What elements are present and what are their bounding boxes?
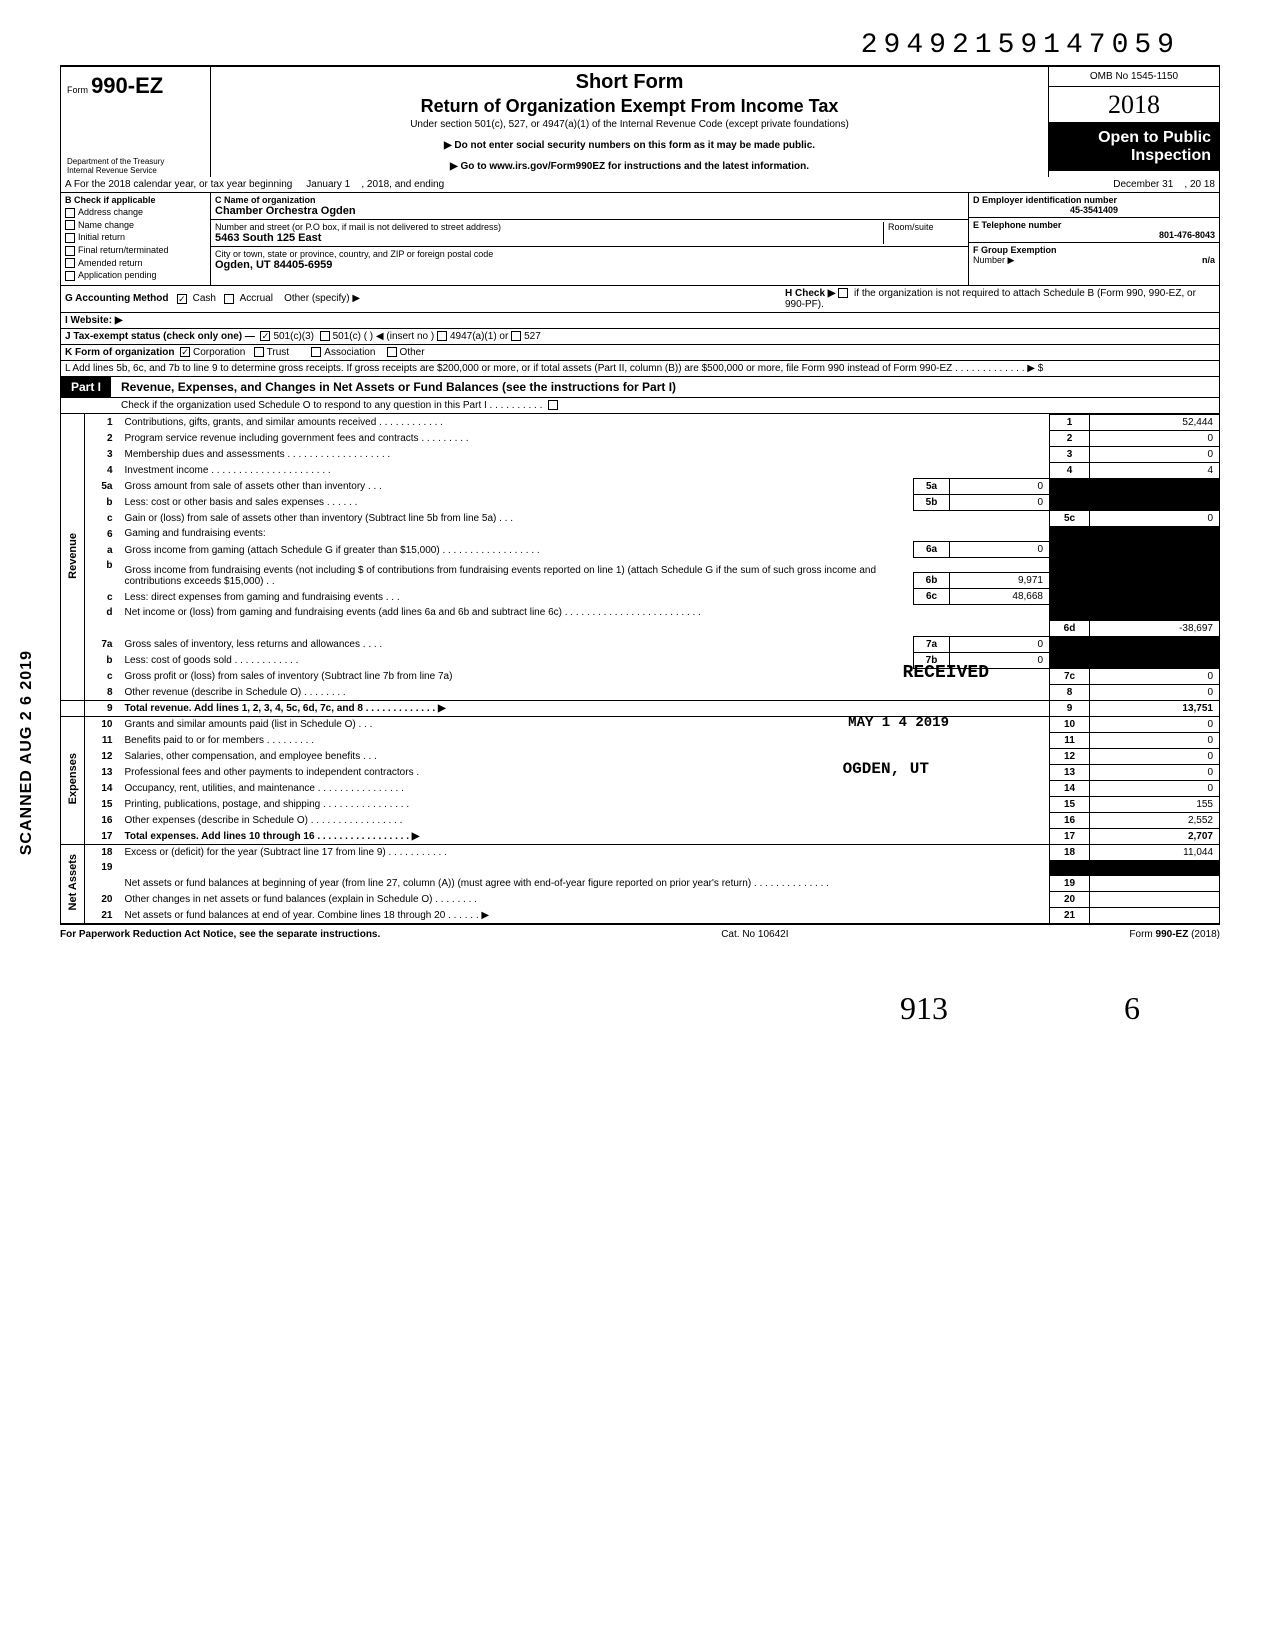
f-label2: Number ▶ <box>973 255 1014 265</box>
side-netassets: Net Assets <box>67 854 79 910</box>
f-label: F Group Exemption <box>973 245 1057 255</box>
g-label: G Accounting Method <box>65 293 169 304</box>
footer-mid: Cat. No 10642I <box>721 929 788 940</box>
phone: 801-476-8043 <box>973 230 1215 240</box>
received-date: MAY 1 4 2019 <box>848 715 949 731</box>
org-street: 5463 South 125 East <box>215 232 321 244</box>
e-label: E Telephone number <box>973 220 1061 230</box>
dept-line-1: Department of the Treasury <box>67 157 204 166</box>
k-label: K Form of organization <box>65 347 174 358</box>
side-revenue: Revenue <box>67 533 79 579</box>
info-grid: B Check if applicable Address change Nam… <box>60 193 1220 286</box>
form-number: 990-EZ <box>91 73 163 98</box>
g-cash-check <box>177 294 187 304</box>
form-header: Form 990-EZ Department of the Treasury I… <box>60 65 1220 177</box>
b-final: Final return/terminated <box>78 245 169 255</box>
l-text: L Add lines 5b, 6c, and 7b to line 9 to … <box>65 363 1043 374</box>
scanned-stamp: SCANNED AUG 2 6 2019 <box>18 650 36 860</box>
group-exemption: n/a <box>1202 255 1215 265</box>
side-expenses: Expenses <box>67 753 79 804</box>
g-accrual-check <box>224 294 234 304</box>
b-label: B Check if applicable <box>65 195 206 205</box>
b-pending: Application pending <box>78 270 157 280</box>
title-return: Return of Organization Exempt From Incom… <box>221 96 1038 117</box>
title-goto: ▶ Go to www.irs.gov/Form990EZ for instru… <box>221 161 1038 172</box>
d-label: D Employer identification number <box>973 195 1117 205</box>
form-prefix: Form <box>67 85 88 95</box>
b-amended: Amended return <box>78 258 143 268</box>
open-inspection: Open to Public Inspection <box>1049 123 1219 171</box>
footer-right: Form 990-EZ (2018) <box>1129 929 1220 940</box>
tax-year: 2018 <box>1049 87 1219 123</box>
c-city-label: City or town, state or province, country… <box>215 249 493 259</box>
line-1-amt: 52,444 <box>1090 414 1220 430</box>
b-name-change: Name change <box>78 220 134 230</box>
i-label: I Website: ▶ <box>65 315 123 326</box>
c-addr-label: Number and street (or P.O box, if mail i… <box>215 222 501 232</box>
title-under: Under section 501(c), 527, or 4947(a)(1)… <box>221 119 1038 130</box>
room-suite: Room/suite <box>884 222 964 244</box>
c-name-label: C Name of organization <box>215 195 316 205</box>
b-addr-change: Address change <box>78 207 143 217</box>
document-id: 29492159147059 <box>60 30 1220 61</box>
title-short: Short Form <box>221 71 1038 94</box>
omb-number: OMB No 1545-1150 <box>1049 67 1219 87</box>
meta-rows: G Accounting Method Cash Accrual Other (… <box>60 286 1220 377</box>
part-1-check: Check if the organization used Schedule … <box>60 398 1220 414</box>
ein: 45-3541409 <box>973 205 1215 215</box>
part-1-bar: Part I Revenue, Expenses, and Changes in… <box>60 377 1220 398</box>
org-city: Ogden, UT 84405-6959 <box>215 259 332 271</box>
footer-left: For Paperwork Reduction Act Notice, see … <box>60 929 380 940</box>
h-label: H Check ▶ <box>785 288 835 299</box>
b-initial: Initial return <box>78 232 125 242</box>
title-donot: ▶ Do not enter social security numbers o… <box>221 140 1038 151</box>
lines-table: Revenue 1Contributions, gifts, grants, a… <box>60 414 1220 924</box>
footer: For Paperwork Reduction Act Notice, see … <box>60 924 1220 940</box>
j-label: J Tax-exempt status (check only one) — <box>65 331 255 342</box>
dept-line-2: Internal Revenue Service <box>67 166 204 175</box>
part-label: Part I <box>61 377 111 397</box>
row-a: A For the 2018 calendar year, or tax yea… <box>60 177 1220 193</box>
handwritten: 913 6 <box>60 990 1220 1027</box>
part-title: Revenue, Expenses, and Changes in Net As… <box>111 380 676 394</box>
org-name: Chamber Orchestra Ogden <box>215 205 356 217</box>
